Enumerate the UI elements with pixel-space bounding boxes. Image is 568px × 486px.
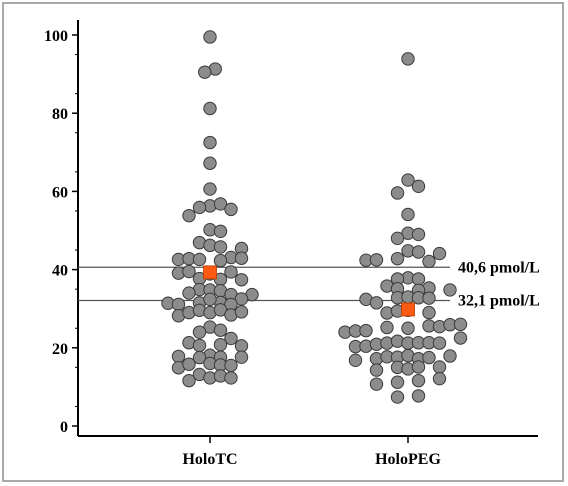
y-axis-ticks: 0 20 40 60 80 100	[44, 28, 78, 436]
data-point	[401, 207, 415, 222]
mean-marker	[203, 265, 217, 280]
data-point	[443, 349, 457, 363]
data-point	[192, 325, 207, 339]
data-point	[390, 186, 405, 200]
data-point	[234, 305, 249, 319]
data-point	[203, 292, 217, 307]
data-point	[192, 350, 207, 365]
data-point	[390, 375, 405, 389]
data-point	[401, 52, 415, 66]
data-point	[224, 331, 238, 346]
data-point	[443, 283, 457, 297]
data-point	[422, 350, 436, 365]
data-point	[213, 197, 228, 211]
data-point	[192, 252, 207, 267]
y-tick-label: 0	[60, 419, 68, 436]
data-point	[369, 253, 384, 267]
x-axis-labels: HoloTC HoloPEG	[182, 436, 441, 468]
data-point	[411, 227, 426, 242]
data-point	[422, 291, 436, 305]
data-point	[411, 373, 426, 388]
data-point	[182, 357, 196, 371]
x-tick-label: HoloPEG	[375, 451, 441, 468]
data-point	[369, 363, 384, 377]
data-point	[234, 350, 249, 364]
data-point	[182, 264, 196, 279]
chart-frame	[2, 2, 564, 482]
data-point	[380, 320, 394, 335]
data-point	[171, 349, 186, 364]
mean-markers	[203, 265, 415, 317]
data-points	[161, 30, 468, 404]
data-point	[432, 371, 447, 386]
data-point	[192, 200, 207, 215]
mean-marker	[401, 302, 415, 317]
reference-line-label: 40,6 pmol/L	[458, 259, 540, 276]
data-point	[224, 202, 238, 217]
data-point	[234, 251, 249, 265]
data-point	[203, 101, 217, 116]
data-point	[422, 305, 436, 320]
data-point	[401, 173, 415, 187]
reference-lines: 40,6 pmol/L 32,1 pmol/L	[78, 259, 540, 309]
data-point	[224, 358, 238, 373]
y-tick-label: 60	[52, 184, 68, 201]
y-tick-label: 40	[52, 263, 68, 280]
data-point	[453, 317, 468, 332]
data-point	[213, 240, 228, 254]
data-point	[432, 246, 447, 261]
data-point	[213, 253, 228, 268]
data-point	[224, 371, 238, 385]
data-point	[203, 182, 217, 196]
data-point	[203, 135, 217, 150]
y-tick-label: 20	[52, 341, 68, 358]
data-point	[234, 339, 249, 353]
y-tick-label: 80	[52, 106, 68, 123]
data-point	[348, 353, 363, 368]
data-point	[411, 389, 426, 403]
data-point	[390, 231, 405, 246]
data-point	[182, 373, 196, 388]
data-point	[390, 251, 405, 266]
y-tick-label: 100	[44, 28, 68, 45]
data-point	[213, 224, 228, 238]
data-point	[203, 30, 217, 44]
data-point	[369, 296, 384, 310]
data-point	[411, 272, 426, 286]
x-tick-label: HoloTC	[182, 451, 237, 468]
data-point	[213, 337, 228, 352]
data-point	[213, 323, 228, 337]
data-point	[411, 360, 426, 374]
data-point	[401, 321, 415, 335]
data-point	[453, 331, 468, 345]
data-point	[192, 338, 207, 353]
data-point	[203, 156, 217, 170]
data-point	[432, 360, 447, 374]
data-point	[390, 390, 405, 404]
data-point	[411, 179, 426, 194]
reference-line-label: 32,1 pmol/L	[458, 292, 540, 309]
data-point	[171, 297, 186, 312]
data-point	[182, 208, 196, 223]
data-point	[224, 265, 238, 279]
data-point	[198, 65, 212, 79]
data-point	[359, 323, 373, 338]
data-point	[182, 286, 196, 300]
data-point	[234, 292, 249, 306]
data-point	[369, 377, 384, 391]
data-point	[411, 245, 426, 259]
data-point	[432, 336, 447, 350]
data-point	[422, 254, 436, 269]
data-point	[234, 273, 249, 287]
